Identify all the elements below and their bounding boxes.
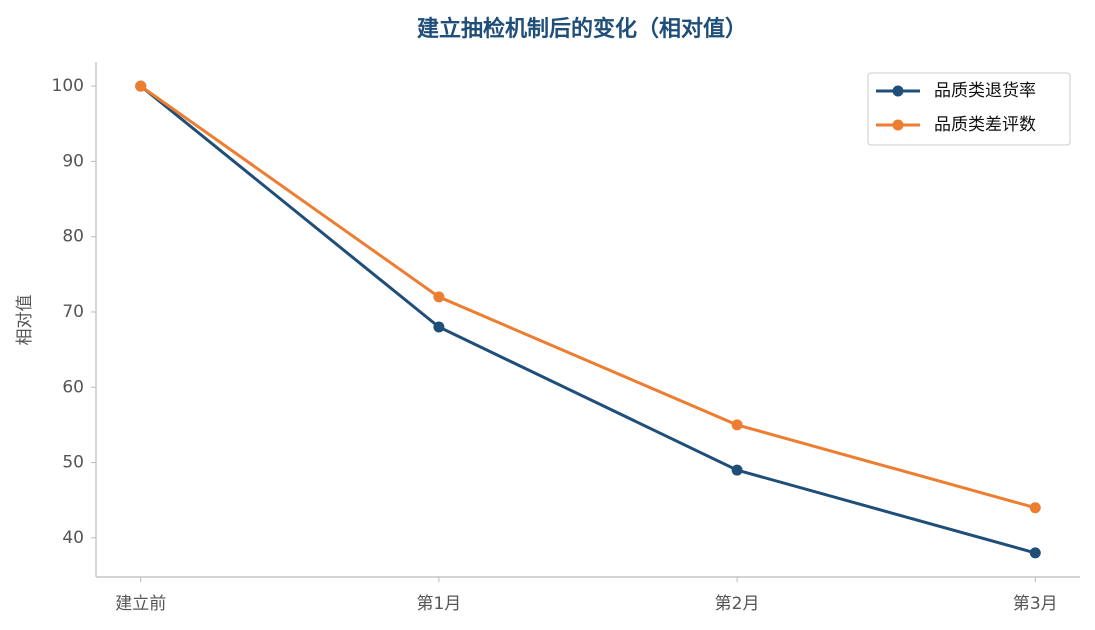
legend-label: 品质类差评数 xyxy=(934,115,1036,135)
y-tick-label: 90 xyxy=(62,151,84,171)
series-line xyxy=(139,84,1036,555)
point xyxy=(433,321,445,333)
point xyxy=(433,291,445,303)
point xyxy=(731,419,743,431)
y-tick-label: 80 xyxy=(62,227,84,247)
legend-label: 品质类退货率 xyxy=(934,81,1036,101)
y-tick-label: 40 xyxy=(62,528,84,548)
point xyxy=(1029,547,1041,559)
chart-title: 建立抽检机制后的变化（相对值） xyxy=(417,16,747,42)
legend-marker xyxy=(892,119,904,131)
y-tick-label: 60 xyxy=(62,377,84,397)
point xyxy=(731,464,743,476)
x-tick-label: 建立前 xyxy=(115,594,166,614)
point xyxy=(135,80,147,92)
y-tick-label: 50 xyxy=(62,453,84,473)
x-tick-label: 第1月 xyxy=(416,594,461,614)
legend-marker xyxy=(892,85,904,97)
y-axis-label: 相对值 xyxy=(15,295,35,346)
y-tick-label: 70 xyxy=(62,302,84,322)
series-line xyxy=(139,84,1036,510)
point xyxy=(1029,502,1041,514)
x-tick-label: 第2月 xyxy=(715,594,760,614)
y-tick-label: 100 xyxy=(52,76,84,96)
x-tick-label: 第3月 xyxy=(1013,594,1058,614)
